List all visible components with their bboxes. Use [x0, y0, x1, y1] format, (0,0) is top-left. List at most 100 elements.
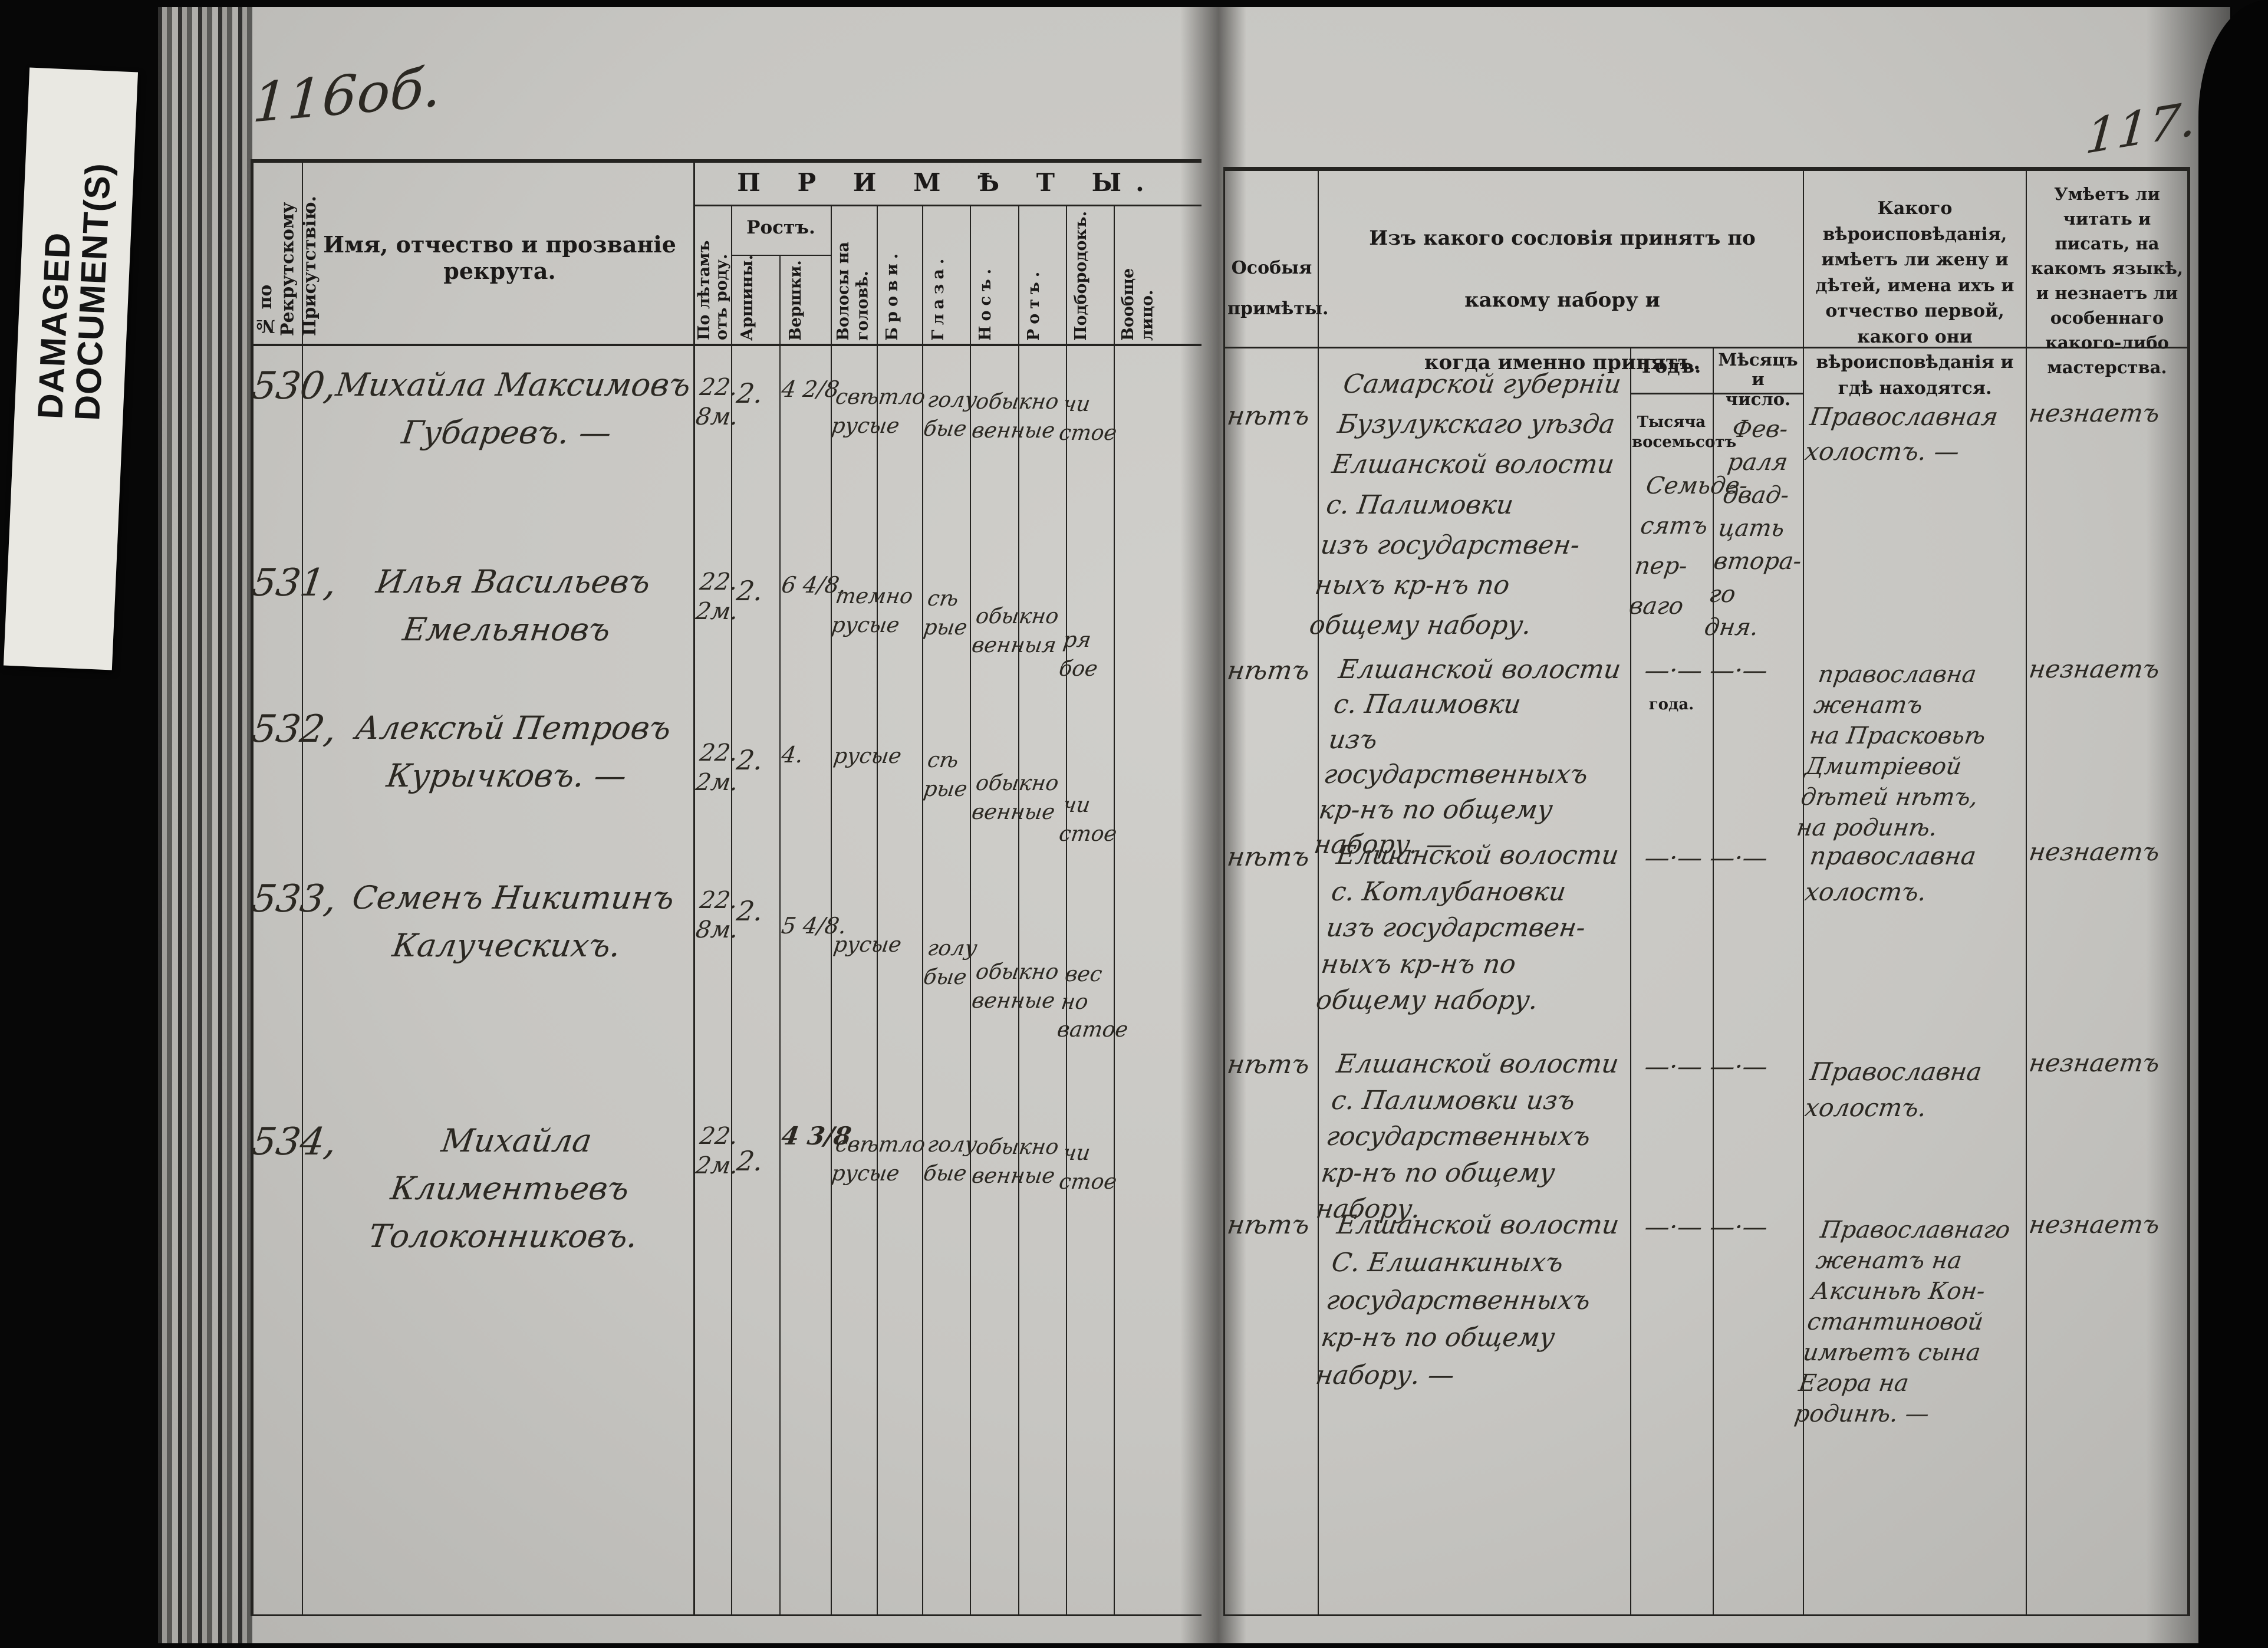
- column-header-year: Годъ.: [1641, 355, 1701, 377]
- row-533-arshins: 2.: [735, 895, 765, 927]
- damaged-document-sticker: DAMAGED DOCUMENT(S): [3, 67, 139, 670]
- row-530-nose: обыкно венные: [970, 390, 1061, 443]
- row-530-year-printed-top: Тысяча восемьсотъ: [1632, 413, 1737, 451]
- row-530-vershki: 4 2/8: [779, 376, 841, 402]
- row-533-religion: Православна холостъ.: [1803, 1057, 1984, 1122]
- column-header-name: Имя, отчество и прозваніе рекрута.: [323, 231, 676, 284]
- grid-line: [1630, 393, 1803, 394]
- grid-line: [2026, 167, 2027, 1616]
- row-531-name: Илья Васильевъ Емельяновъ: [374, 563, 653, 648]
- row-532-hair: русые: [832, 744, 903, 768]
- row-532-vershki: 4.: [779, 742, 805, 768]
- row-534-nose: обыкно венные: [970, 1135, 1061, 1188]
- grid-line: [251, 159, 254, 1616]
- row-531-religion: православна женатъ на Прасковьѣ Дмитріев…: [1795, 661, 1987, 841]
- row-532-number: 532,: [249, 708, 340, 751]
- grid-line: [251, 1614, 1202, 1616]
- grid-line: [1223, 1614, 2188, 1616]
- column-header-religion-family: Какого вѣроисповѣданія, имѣетъ ли жену и…: [1815, 198, 2014, 399]
- grid-line: [1018, 205, 1019, 1616]
- column-header-age: По лѣтамъ отъ роду.: [695, 240, 731, 340]
- grid-line: [1066, 205, 1067, 1616]
- row-532-arshins: 2.: [735, 744, 765, 776]
- row-532-literacy: незнаетъ: [2027, 837, 2162, 866]
- row-534-special-marks: нѣтъ: [1225, 1210, 1312, 1240]
- row-532-eyes: сѣ рые: [921, 748, 969, 801]
- row-533-nose: обыкно венные: [970, 960, 1061, 1013]
- row-530-name: Михайла Максимовъ Губаревъ. —: [333, 366, 693, 451]
- row-530-number: 530,: [249, 364, 340, 408]
- row-531-special-marks: нѣтъ: [1225, 656, 1312, 686]
- row-531-eyes: сѣ рые: [921, 587, 969, 640]
- damaged-document-label: DAMAGED DOCUMENT(S): [14, 67, 138, 437]
- column-header-brows: Брови.: [883, 248, 901, 341]
- grid-line: [1803, 167, 1804, 1616]
- column-header-literacy: Умѣетъ ли читать и писать, на какомъ язы…: [2031, 184, 2183, 378]
- grid-line: [302, 159, 303, 1616]
- row-532-nose: обыкно венные: [970, 771, 1061, 824]
- row-533-hair: русые: [832, 933, 903, 957]
- row-530-estate: Самарской губерніи Бузулукскаго уѣзда Ел…: [1307, 369, 1624, 641]
- row-532-special-marks: нѣтъ: [1225, 842, 1312, 872]
- grid-line: [1114, 205, 1115, 1616]
- row-532-name: Алексѣй Петровъ Курычковъ. —: [353, 709, 674, 794]
- row-533-number: 533,: [249, 877, 340, 921]
- row-534-hair: свѣтло русые: [829, 1133, 927, 1186]
- row-531-number: 531,: [249, 561, 340, 605]
- column-header-eyes: Глаза.: [929, 254, 947, 341]
- row-533-special-marks: нѣтъ: [1225, 1050, 1312, 1080]
- row-534-eyes: голу бые: [921, 1133, 979, 1186]
- row-533-name: Семенъ Никитинъ Калуческихъ.: [350, 879, 677, 964]
- column-header-estate: Изъ какого сословія принятъ по какому на…: [1369, 226, 1756, 374]
- grid-line: [731, 205, 732, 1616]
- row-534-arshins: 2.: [735, 1145, 765, 1177]
- row-530-hair: свѣтло русые: [829, 385, 927, 438]
- column-header-month-day: Мѣсяцъ и число.: [1718, 350, 1798, 409]
- row-531-literacy: незнаетъ: [2027, 654, 2162, 683]
- column-header-arshins: Аршины.: [738, 254, 756, 341]
- row-533-literacy: незнаетъ: [2027, 1048, 2162, 1077]
- grid-line: [1318, 167, 1319, 1616]
- grid-line: [922, 205, 923, 1616]
- column-header-mouth: Ротъ.: [1025, 267, 1043, 341]
- right-cover-edge: [2198, 0, 2268, 1648]
- row-534-number: 534,: [249, 1120, 340, 1164]
- row-531-hair: темно русые: [829, 584, 915, 637]
- grid-line: [693, 205, 1202, 206]
- row-530-year-printed-bottom: года.: [1648, 696, 1694, 713]
- grid-line: [251, 159, 1202, 163]
- grid-line: [693, 159, 695, 1616]
- grid-line: [779, 255, 781, 1616]
- column-header-recruit-number: № по Рекрутскому Присутствію.: [255, 196, 320, 336]
- row-533-face: вес но ватое: [1055, 962, 1130, 1042]
- grid-line: [1223, 347, 2188, 348]
- row-530-special-marks: нѣтъ: [1225, 401, 1312, 431]
- row-530-religion: Православная холостъ. —: [1803, 402, 2000, 466]
- column-header-vershki: Вершки.: [786, 260, 805, 341]
- column-header-nose: Носъ.: [976, 264, 995, 341]
- grid-line: [2187, 167, 2190, 1616]
- grid-line: [970, 205, 971, 1616]
- column-header-chin: Подбородокъ.: [1072, 210, 1090, 341]
- column-header-height: Ростъ.: [746, 217, 815, 238]
- row-530-literacy: незнаетъ: [2027, 399, 2162, 427]
- row-534-face: чи стое: [1057, 1141, 1118, 1194]
- row-530-eyes: голу бые: [921, 388, 979, 441]
- row-534-estate: Елшанской волости С. Елшанкиныхъ государ…: [1314, 1210, 1621, 1391]
- row-532-face: чи стое: [1057, 793, 1118, 846]
- grid-line: [1713, 347, 1714, 1616]
- row-532-estate: Елшанской волости с. Котлубановки изъ го…: [1314, 840, 1621, 1016]
- row-531-estate: Елшанской волости с. Палимовки изъ госуд…: [1312, 654, 1623, 860]
- column-header-special-marks: Особыя примѣты.: [1227, 258, 1329, 319]
- grid-line: [251, 344, 1202, 346]
- row-531-arshins: 2.: [735, 575, 765, 607]
- grid-line: [831, 205, 832, 1616]
- page-edges: [158, 7, 252, 1643]
- row-531-nose: обыкно венныя: [970, 604, 1061, 657]
- row-534-literacy: незнаетъ: [2027, 1210, 2162, 1239]
- row-530-face: чи стое: [1057, 392, 1118, 445]
- row-531-face: ря бое: [1057, 628, 1100, 681]
- row-533-estate: Елшанской волости с. Палимовки изъ госуд…: [1314, 1049, 1621, 1225]
- grid-line: [1223, 167, 1225, 1616]
